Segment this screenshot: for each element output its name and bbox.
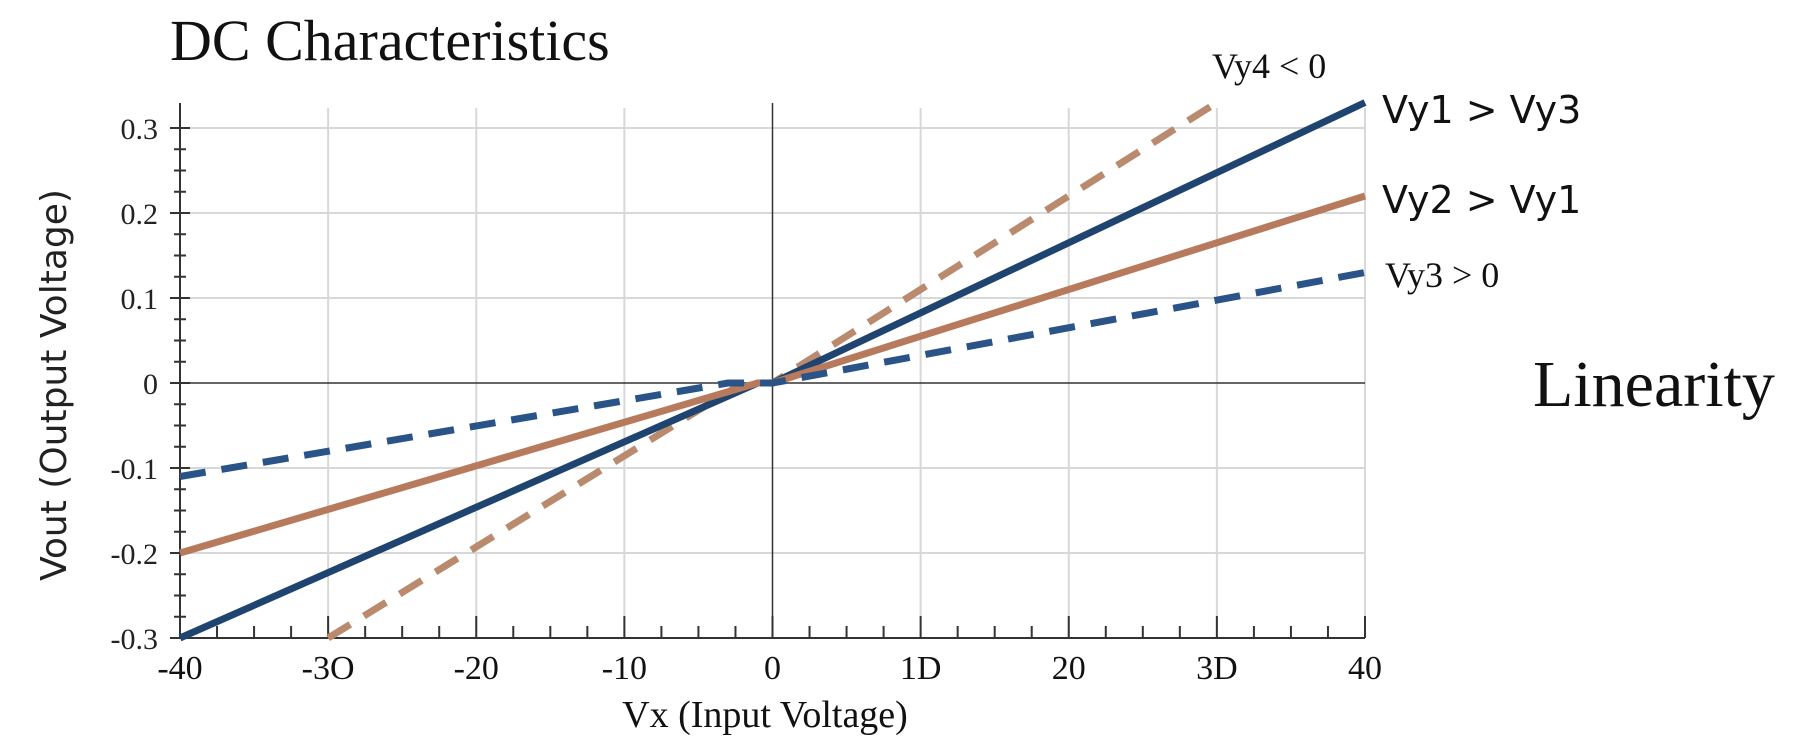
series-line [326,99,1219,641]
x-tick-label: -3O [302,650,355,687]
chart-title: DC Characteristics [170,8,610,73]
plot-area: 0.3 0.2 0.1 0 -0.1 -0.2 -0.3-40 -3O -20 -10 0 1D 20 3… [111,46,1582,687]
y-tick-label: 0 [143,368,158,401]
y-tick-label: 0.2 [121,198,159,231]
x-tick-label: 40 [1348,650,1382,687]
series-label: Vy1 > Vy3 [1382,88,1581,132]
series-label: Vy3 > 0 [1385,255,1499,295]
x-tick-label: 1D [900,650,942,687]
series-line [179,269,1366,480]
y-tick-label: -0.3 [111,623,159,656]
x-tick-label: -40 [157,650,202,687]
y-tick-label: -0.2 [111,538,159,571]
x-tick-label: -10 [602,650,647,687]
y-tick-label: -0.1 [111,453,159,486]
y-tick-label: 0.1 [121,283,159,316]
series-label: Vy2 > Vy1 [1382,178,1581,222]
series-label: Vy4 < 0 [1212,46,1326,86]
x-tick-label: 3D [1196,650,1238,687]
y-axis-label: Vout (Output Voltage) [34,189,75,581]
x-tick-label: 0 [764,650,781,687]
y-tick-label: 0.3 [121,113,159,146]
x-axis-label: Vx (Input Voltage) [622,694,908,736]
x-tick-label: 20 [1052,650,1086,687]
x-tick-label: -20 [454,650,499,687]
linearity-label: Linearity [1533,348,1775,421]
